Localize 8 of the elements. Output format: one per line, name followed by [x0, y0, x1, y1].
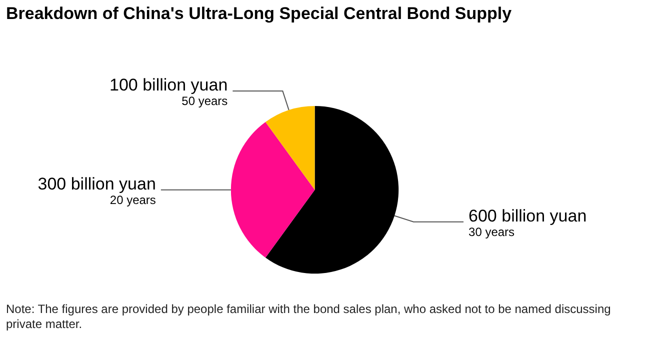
- slice-label: 30 years: [468, 224, 515, 239]
- chart-title: Breakdown of China's Ultra-Long Special Central Bond Supply: [6, 4, 512, 24]
- data-label: 100 billion yuan: [110, 76, 228, 95]
- slice-label: 50 years: [182, 94, 228, 108]
- text: Note: The figures are provided by people familiar with the bond sales plan, who asked not to be named discussing private matter.: [6, 302, 612, 332]
- slice-label: 20 years: [110, 192, 156, 207]
- data-label: 300 billion yuan: [38, 174, 156, 194]
- data-label: 600 billion yuan: [468, 206, 587, 226]
